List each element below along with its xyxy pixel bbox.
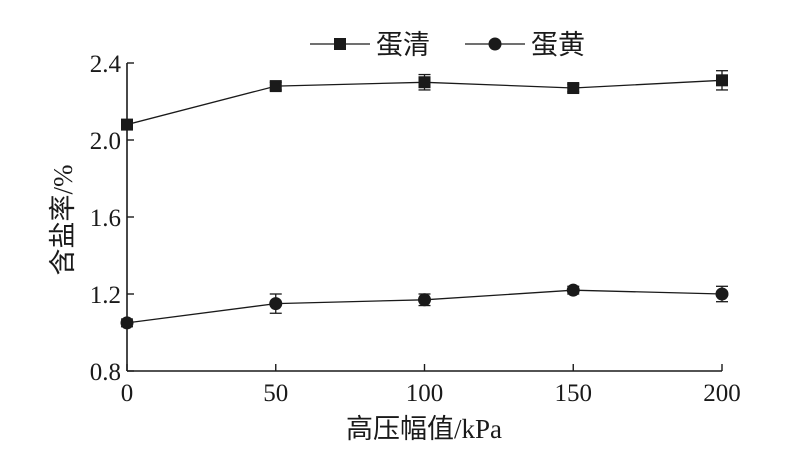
- data-point-circle: [269, 297, 283, 311]
- data-point-circle: [418, 293, 431, 307]
- x-tick-label: 100: [406, 380, 444, 407]
- x-axis-title: 高压幅值/kPa: [346, 414, 502, 444]
- x-ticks: 0 50 100 150 200: [121, 364, 741, 407]
- y-ticks: 0.8 1.2 1.6 2.0 2.4: [90, 51, 134, 386]
- legend-label-egg-white: 蛋清: [376, 30, 430, 60]
- y-tick-label: 2.4: [90, 51, 122, 78]
- data-point-square: [716, 74, 728, 87]
- legend: 蛋清 蛋黄: [310, 30, 585, 60]
- x-tick-label: 50: [263, 380, 288, 407]
- x-tick-label: 0: [121, 380, 134, 407]
- legend-item-egg-white: 蛋清: [310, 30, 430, 60]
- legend-marker-square: [334, 38, 346, 50]
- legend-item-egg-yolk: 蛋黄: [465, 30, 585, 60]
- y-tick-label: 0.8: [90, 359, 121, 386]
- y-tick-label: 1.2: [90, 282, 121, 309]
- legend-marker-circle: [488, 37, 502, 51]
- data-point-circle: [566, 283, 580, 297]
- axes: [126, 63, 722, 372]
- series-egg-white: [121, 70, 728, 131]
- data-point-square: [418, 76, 431, 89]
- series-layer: [120, 70, 729, 330]
- data-point-square: [121, 118, 133, 131]
- legend-label-egg-yolk: 蛋黄: [531, 30, 585, 60]
- x-tick-label: 200: [703, 380, 741, 407]
- y-tick-label: 1.6: [90, 205, 121, 232]
- data-point-circle: [715, 287, 729, 301]
- series-egg-yolk: [120, 283, 729, 330]
- data-point-circle: [120, 316, 134, 330]
- x-tick-label: 150: [555, 380, 593, 407]
- data-point-square: [269, 80, 282, 93]
- y-tick-label: 2.0: [90, 128, 121, 155]
- y-axis-title: 含盐率/%: [48, 165, 78, 276]
- data-point-square: [567, 82, 580, 95]
